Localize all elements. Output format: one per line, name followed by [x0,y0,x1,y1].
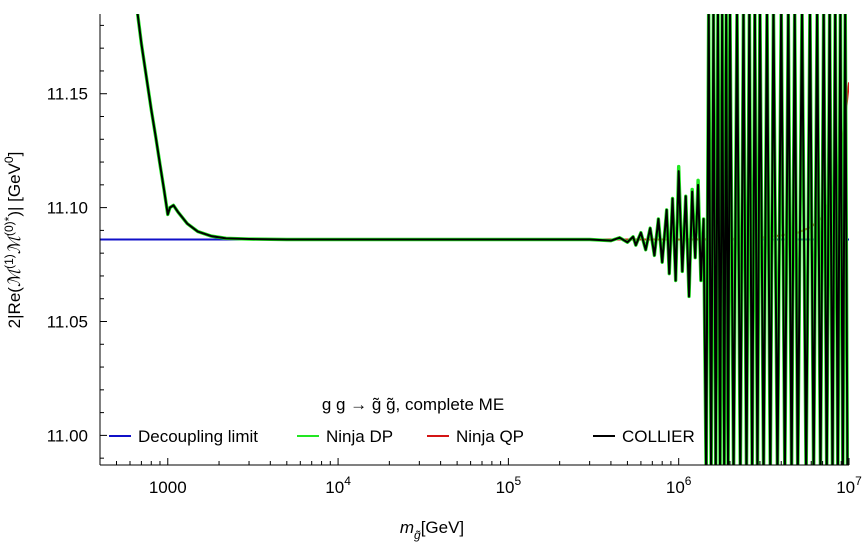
legend-item-ninja-dp: Ninja DP [297,427,393,446]
legend-item-collier: COLLIER [593,427,695,446]
legend-label-collier: COLLIER [622,427,695,446]
legend-label-ninja-qp: Ninja QP [456,427,524,446]
y-tick-label: 11.05 [47,313,88,332]
y-axis-label: 2|Re(ℳ(1)ℳ(0)*)| [GeV0] [2,152,24,329]
x-tick-label: 107 [836,474,862,497]
series-layer [100,14,849,465]
x-ticks: 1000 104 105 106 107 [99,458,862,497]
legend-title: g g → g̃ g̃, complete ME [322,395,504,414]
legend: g g → g̃ g̃, complete ME Decoupling limi… [109,395,695,446]
legend-label-ninja-dp: Ninja DP [326,427,393,446]
legend-item-ninja-qp: Ninja QP [427,427,524,446]
y-tick-label: 11.15 [47,85,88,104]
x-tick-label: 1000 [149,478,187,497]
x-tick-label: 105 [496,474,522,497]
y-tick-label: 11.10 [47,199,88,218]
x-axis-label: mg̃[GeV] [400,518,464,542]
x-tick-label: 104 [325,474,351,497]
legend-item-decoupling: Decoupling limit [109,427,258,446]
y-tick-label: 11.00 [47,426,88,445]
x-tick-label: 106 [666,474,692,497]
series-line-collier [136,14,849,465]
y-ticks: 11.00 11.05 11.10 11.15 [47,24,107,459]
legend-label-decoupling: Decoupling limit [138,427,258,446]
